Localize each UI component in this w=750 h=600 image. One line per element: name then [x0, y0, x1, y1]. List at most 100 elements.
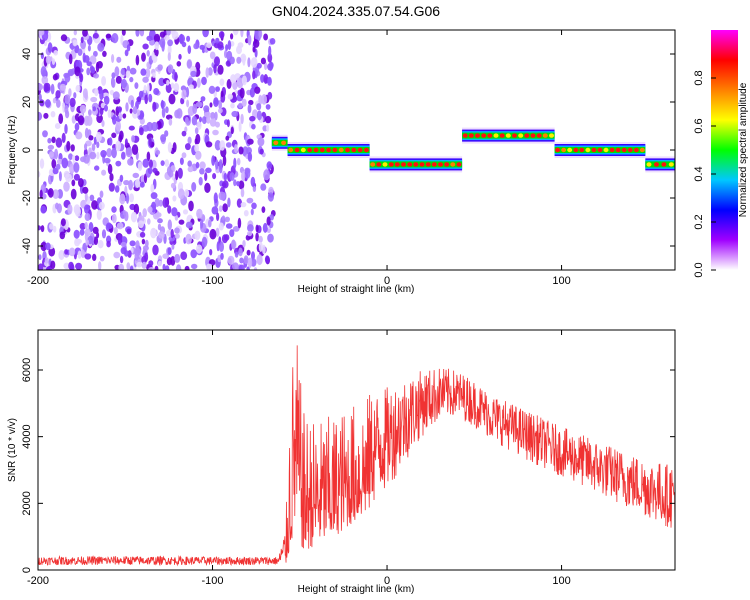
- snr-x-label: Height of straight line (km): [298, 584, 415, 595]
- noise-speckle: [134, 247, 142, 256]
- noise-speckle: [68, 153, 73, 161]
- track-peak: [273, 140, 279, 145]
- noise-speckle: [118, 134, 123, 143]
- noise-speckle: [119, 174, 124, 183]
- noise-speckle: [167, 44, 172, 55]
- noise-speckle: [96, 61, 103, 69]
- noise-speckle: [59, 83, 66, 91]
- noise-speckle: [117, 234, 123, 246]
- noise-speckle: [225, 142, 232, 148]
- noise-speckle: [217, 64, 224, 75]
- noise-speckle: [69, 163, 75, 175]
- noise-speckle: [148, 159, 153, 169]
- noise-speckle: [211, 155, 216, 166]
- noise-speckle: [133, 203, 140, 215]
- noise-speckle: [241, 75, 247, 86]
- noise-speckle: [147, 167, 153, 175]
- noise-speckle: [70, 144, 75, 152]
- noise-speckle: [95, 131, 102, 142]
- noise-speckle: [112, 114, 117, 125]
- noise-speckle: [45, 242, 51, 251]
- noise-speckle: [45, 99, 51, 108]
- snr-x-tick-label: -100: [202, 575, 224, 587]
- spectrogram-x-tick-label: 100: [552, 275, 570, 287]
- noise-speckle: [194, 127, 199, 135]
- noise-speckle: [115, 160, 122, 167]
- noise-speckle: [128, 179, 134, 191]
- noise-speckle: [109, 89, 114, 96]
- noise-speckle: [267, 233, 274, 243]
- noise-speckle: [47, 137, 52, 144]
- spectrogram-y-tick-label: 20: [21, 96, 33, 108]
- noise-speckle: [154, 212, 162, 218]
- noise-speckle: [195, 101, 203, 108]
- noise-speckle: [247, 152, 253, 162]
- noise-speckle: [168, 236, 176, 242]
- noise-speckle: [82, 30, 88, 37]
- noise-speckle: [105, 33, 112, 39]
- noise-speckle: [218, 205, 223, 212]
- noise-speckle: [108, 137, 113, 146]
- track-peak: [493, 133, 499, 138]
- colorbar: 0.0 0.2 0.4 0.6 0.8 Normalized spectral ampl…: [693, 30, 749, 278]
- noise-speckle: [190, 249, 197, 259]
- noise-speckle: [171, 207, 178, 217]
- track-peak: [561, 147, 567, 153]
- noise-speckle: [187, 160, 192, 167]
- noise-speckle: [50, 83, 55, 95]
- noise-speckle: [56, 203, 63, 214]
- noise-speckle: [211, 206, 219, 215]
- noise-speckle: [90, 66, 96, 74]
- noise-speckle: [214, 140, 222, 151]
- noise-speckle: [104, 104, 108, 112]
- noise-speckle: [146, 61, 151, 69]
- noise-speckle: [165, 114, 173, 120]
- noise-speckle: [266, 161, 273, 170]
- noise-speckle: [165, 83, 172, 94]
- noise-speckle: [177, 167, 183, 179]
- noise-speckle: [219, 78, 225, 86]
- track-peak: [307, 147, 313, 153]
- noise-speckle: [146, 50, 150, 57]
- spectrogram-y-label: Frequency (Hz): [7, 116, 18, 185]
- noise-speckle: [161, 107, 166, 118]
- noise-speckle: [243, 255, 249, 265]
- track-peak: [288, 147, 294, 153]
- noise-speckle: [265, 115, 272, 124]
- noise-speckle: [129, 67, 137, 75]
- noise-speckle: [157, 260, 162, 267]
- track-peak: [530, 133, 536, 138]
- noise-speckle: [107, 163, 113, 175]
- noise-speckle: [195, 150, 202, 160]
- noise-speckle: [115, 75, 122, 84]
- noise-speckle: [158, 231, 165, 239]
- noise-speckle: [120, 34, 124, 46]
- noise-speckle: [188, 200, 194, 212]
- noise-speckle: [91, 200, 98, 210]
- noise-speckle: [75, 238, 82, 244]
- noise-speckle: [74, 122, 80, 131]
- snr-y-tick-label: 0: [21, 567, 33, 573]
- noise-speckle: [148, 267, 155, 270]
- noise-speckle: [58, 113, 64, 124]
- noise-speckle: [151, 121, 158, 132]
- noise-speckle: [264, 255, 270, 264]
- noise-speckle: [205, 167, 212, 174]
- spectrogram-x-tick-label: -200: [27, 275, 49, 287]
- noise-speckle: [124, 138, 128, 146]
- noise-speckle: [185, 221, 193, 229]
- noise-speckle: [111, 33, 119, 44]
- track-band-inner: [645, 161, 675, 168]
- noise-speckle: [174, 253, 181, 263]
- noise-speckle: [139, 30, 145, 37]
- noise-speckle: [80, 249, 86, 258]
- noise-speckle: [267, 76, 272, 86]
- noise-speckle: [162, 197, 168, 208]
- spectrogram-x-ticks: -200 -100 0 100: [27, 30, 571, 287]
- track-peak: [319, 147, 325, 153]
- noise-speckle: [232, 81, 238, 90]
- noise-speckle: [53, 50, 58, 56]
- noise-speckle: [219, 162, 223, 174]
- noise-speckle: [38, 263, 44, 270]
- noise-speckle: [216, 241, 220, 252]
